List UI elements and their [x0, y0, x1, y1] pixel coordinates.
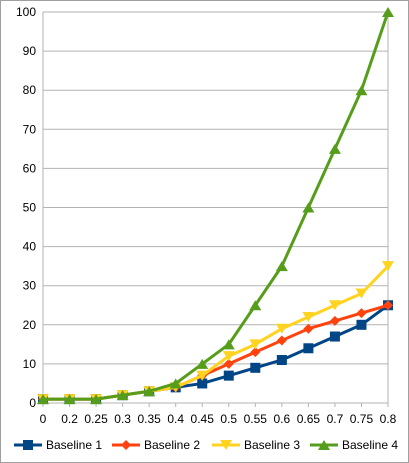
series [37, 7, 394, 405]
data-point [196, 358, 209, 369]
y-tick-label: 60 [23, 161, 37, 175]
x-tick-label: 0.25 [84, 412, 108, 426]
x-tick-label: 0.3 [114, 412, 131, 426]
data-point [275, 261, 288, 272]
legend-label: Baseline 3 [244, 438, 300, 452]
grid [43, 11, 388, 404]
x-tick-label: 0.4 [167, 412, 184, 426]
series-4 [37, 7, 394, 405]
data-point [329, 331, 340, 342]
legend-item: Baseline 3 [212, 438, 300, 452]
legend-marker [318, 440, 330, 450]
x-tick-label: 0.2 [61, 412, 78, 426]
x-tick-label: 0.8 [380, 412, 397, 426]
legend-label: Baseline 4 [342, 438, 398, 452]
data-point [250, 347, 261, 358]
legend-item: Baseline 1 [14, 438, 102, 452]
data-point [302, 311, 315, 322]
legend: Baseline 1 Baseline 2 Baseline 3 Baseline 4 [14, 438, 398, 452]
legend-item: Baseline 2 [112, 438, 200, 452]
data-point [143, 386, 156, 397]
data-point [382, 261, 394, 272]
y-tick-label: 90 [23, 44, 37, 58]
y-tick-label: 0 [29, 396, 36, 410]
legend-marker [23, 440, 33, 450]
y-tick-label: 20 [23, 318, 37, 332]
data-point [355, 85, 368, 96]
data-point [222, 351, 235, 362]
x-tick-label: 0 [40, 412, 47, 426]
x-tick-label: 0.35 [137, 412, 161, 426]
data-point [116, 390, 129, 401]
data-point [302, 202, 315, 213]
data-point [223, 370, 234, 381]
data-point [197, 378, 208, 389]
y-tick-label: 80 [23, 83, 37, 97]
y-tick-label: 50 [23, 201, 37, 215]
data-point [355, 288, 368, 299]
data-point [303, 323, 314, 334]
series-line [43, 11, 390, 401]
x-tick-label: 0.55 [244, 412, 268, 426]
data-point [275, 323, 288, 334]
y-tick-label: 30 [23, 279, 37, 293]
data-point [37, 394, 49, 405]
axes: 0 10 20 30 40 50 60 70 80 90 100 0 0.2 0.25 0.3 0.35 0.4… [16, 5, 397, 426]
y-tick-label: 70 [23, 122, 37, 136]
data-point [90, 394, 103, 405]
data-point [328, 143, 341, 154]
data-point [329, 315, 340, 326]
x-tick-label: 0.75 [350, 412, 374, 426]
legend-label: Baseline 1 [46, 438, 102, 452]
data-point [383, 300, 393, 311]
data-point [222, 339, 235, 350]
legend-marker [121, 440, 131, 450]
legend-marker [220, 440, 232, 450]
data-point [249, 339, 262, 350]
x-tick-label: 0.5 [220, 412, 237, 426]
data-point [276, 335, 287, 346]
data-point [276, 354, 287, 365]
series-1 [38, 300, 393, 405]
data-point [356, 319, 367, 330]
legend-item: Baseline 4 [310, 438, 398, 452]
series-2 [38, 300, 393, 405]
data-point [249, 300, 262, 311]
x-tick-label: 0.65 [297, 412, 321, 426]
x-tick-label: 0.7 [327, 412, 344, 426]
y-tick-label: 10 [23, 357, 37, 371]
data-point [223, 358, 234, 369]
x-tick-label: 0.6 [274, 412, 291, 426]
y-tick-label: 100 [16, 5, 36, 19]
data-point [303, 343, 314, 354]
y-tick-label: 40 [23, 240, 37, 254]
data-point [382, 7, 394, 17]
x-tick-label: 0.45 [191, 412, 215, 426]
data-point [196, 370, 209, 381]
data-point [63, 394, 76, 405]
data-point [250, 362, 261, 373]
data-point [356, 308, 367, 319]
legend-label: Baseline 2 [144, 438, 200, 452]
data-point [328, 300, 341, 311]
data-point [169, 378, 182, 389]
